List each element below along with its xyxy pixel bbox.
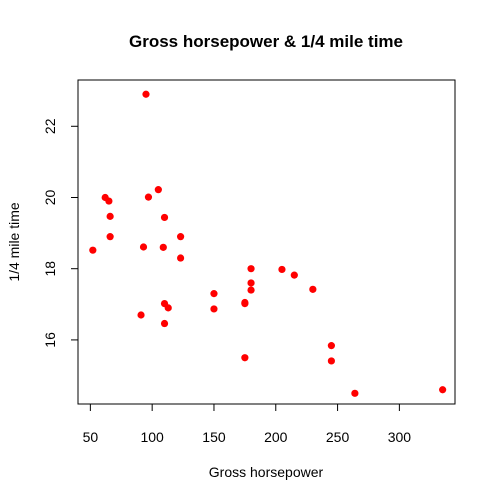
data-point xyxy=(106,212,114,220)
data-point xyxy=(327,357,335,365)
y-axis: 16 18 20 22 xyxy=(42,118,79,348)
data-point xyxy=(247,279,255,287)
data-point xyxy=(154,186,162,194)
data-point xyxy=(210,290,218,298)
y-tick-label: 22 xyxy=(42,118,58,134)
y-tick-label: 16 xyxy=(42,332,58,348)
data-point xyxy=(241,354,249,362)
data-point xyxy=(159,243,167,251)
data-points xyxy=(89,90,447,397)
y-tick-label: 20 xyxy=(42,189,58,205)
data-point xyxy=(160,213,169,222)
data-point xyxy=(176,233,185,241)
data-point xyxy=(89,246,97,254)
data-point xyxy=(139,243,148,251)
data-point xyxy=(105,197,113,205)
data-point xyxy=(210,305,218,313)
data-point xyxy=(351,389,359,397)
y-axis-label: 1/4 mile time xyxy=(6,202,22,282)
data-point xyxy=(160,319,169,328)
data-point xyxy=(137,311,145,319)
data-point xyxy=(247,286,255,294)
data-point xyxy=(144,193,153,201)
x-tick-label: 200 xyxy=(264,429,288,445)
data-point xyxy=(439,386,447,394)
data-point xyxy=(327,342,335,350)
data-point xyxy=(309,285,317,293)
plot-frame xyxy=(77,79,456,405)
data-point xyxy=(164,304,172,312)
data-point xyxy=(241,298,249,307)
x-tick-label: 250 xyxy=(326,429,350,445)
x-tick-label: 150 xyxy=(202,429,226,445)
x-axis-label: Gross horsepower xyxy=(209,464,324,480)
x-tick-label: 50 xyxy=(83,429,99,445)
chart-title: Gross horsepower & 1/4 mile time xyxy=(129,32,403,51)
x-tick-label: 100 xyxy=(140,429,164,445)
data-point xyxy=(142,90,150,98)
data-point xyxy=(106,233,114,241)
data-point xyxy=(278,265,286,274)
data-point xyxy=(176,254,185,262)
data-point xyxy=(290,271,298,279)
data-point xyxy=(247,265,255,273)
y-tick-label: 18 xyxy=(42,261,58,277)
x-tick-label: 300 xyxy=(388,429,412,445)
x-axis: 50 100 150 200 250 300 xyxy=(83,403,412,445)
